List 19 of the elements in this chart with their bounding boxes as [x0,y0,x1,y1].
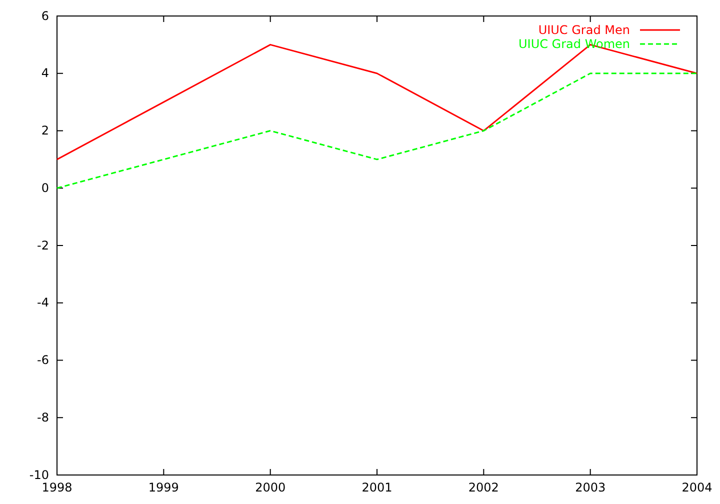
x-tick-label: 2002 [468,480,499,495]
line-series [56,72,698,189]
y-tick-label: -10 [29,468,49,482]
x-tick-label: 2004 [682,480,712,495]
y-tick-label: 2 [41,124,49,138]
x-tick-label: 2000 [255,480,286,495]
legend-label: UIUC Grad Men [538,23,630,37]
x-tick-label: 1999 [148,480,179,495]
y-tick-label: -2 [37,238,49,252]
x-tick-label: 1998 [42,480,72,495]
y-tick-label: -6 [37,353,49,368]
y-tick-label: 0 [41,180,49,195]
x-tick-label: 2003 [575,480,606,495]
y-tick-label: -4 [37,296,49,310]
y-tick-label: -8 [37,410,49,424]
y-tick-label: 6 [41,8,49,23]
legend-label: UIUC Grad Women [518,37,630,51]
y-tick-label: 4 [41,66,49,80]
x-tick-label: 2001 [362,480,392,495]
